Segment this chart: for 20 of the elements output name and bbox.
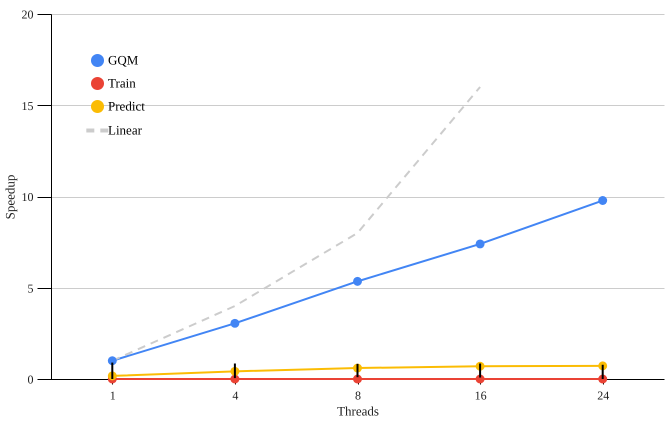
legend-label: GQM [108,52,139,68]
x-tick-label: 16 [474,388,487,402]
y-tick-label: 5 [28,281,34,296]
x-axis-title: Threads [337,404,379,418]
point [230,318,240,328]
x-tick-label: 1 [110,388,116,402]
point [353,276,362,286]
legend-label: Predict [108,98,146,114]
y-axis-title: Speedup [2,174,18,220]
x-tick-label: 8 [355,388,361,402]
point [476,239,485,248]
x-tick-label: 24 [597,388,610,402]
y-tick-label: 10 [22,190,34,204]
legend-label: Train [108,76,136,90]
legend-label: Linear [108,122,143,138]
y-tick-label: 20 [22,8,34,22]
point [598,196,608,205]
x-tick-label: 4 [232,388,238,402]
y-tick-label: 15 [22,98,34,113]
y-tick-label: 0 [28,372,34,386]
